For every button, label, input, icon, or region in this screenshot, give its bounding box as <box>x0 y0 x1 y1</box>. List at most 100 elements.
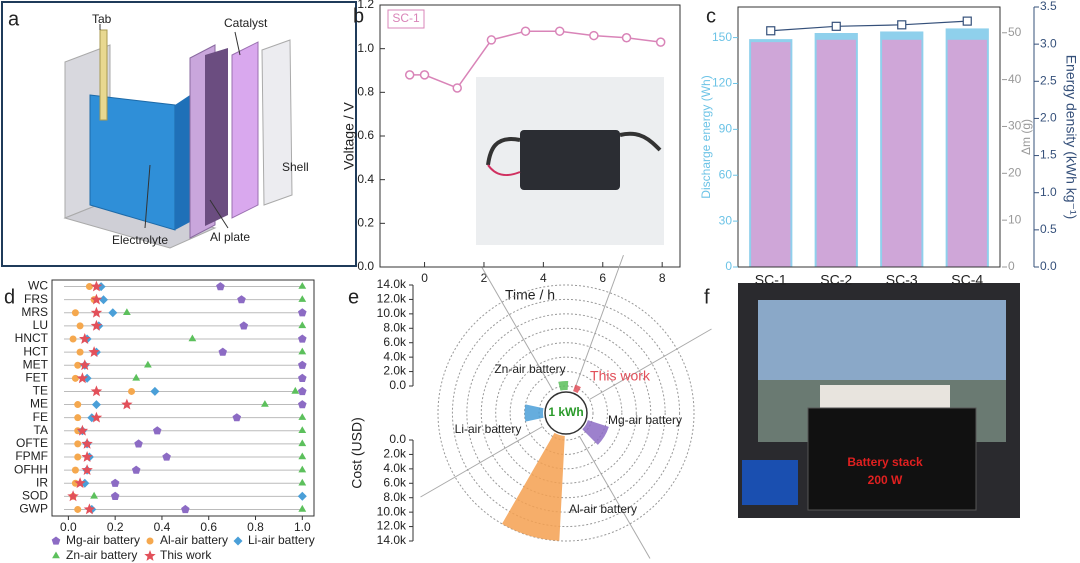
legend-label: Al-air battery <box>160 533 228 547</box>
point <box>452 83 462 93</box>
point <box>81 437 93 449</box>
line <box>770 20 968 32</box>
point <box>74 505 82 513</box>
legend-label: Mg-air battery <box>66 533 140 547</box>
point <box>76 424 89 436</box>
device-photo <box>520 130 620 190</box>
point <box>298 465 307 473</box>
point <box>897 20 907 30</box>
shell-panel <box>261 39 293 206</box>
y-tick-label: 150 <box>712 30 732 44</box>
point <box>962 16 972 26</box>
point <box>291 386 300 394</box>
category-label: TE <box>33 384 48 398</box>
legend-label: SC-1 <box>392 11 420 25</box>
radial-line <box>579 436 651 559</box>
point <box>90 293 103 305</box>
y2-tick-label: 3.5 <box>1040 0 1057 13</box>
point <box>90 306 103 318</box>
x-tick-label: 0.6 <box>200 520 217 534</box>
bar <box>947 39 987 268</box>
x-tick-label: SC-3 <box>886 272 918 288</box>
point <box>110 478 120 487</box>
x-tick-label: 2 <box>481 271 488 285</box>
bar <box>882 39 922 268</box>
point <box>74 401 82 409</box>
y-tick-label: 0 <box>725 259 732 273</box>
panel-letter: d <box>4 286 15 308</box>
cable-red <box>487 164 521 177</box>
x-tick-label: SC-4 <box>951 272 983 288</box>
legend-box <box>387 9 425 29</box>
legend-marker <box>233 536 243 546</box>
point <box>216 282 225 291</box>
x-axis-label: Time / h <box>505 287 555 303</box>
point <box>831 21 841 31</box>
center-label: 1 kWh <box>548 405 583 419</box>
axis-title: Energy density (kWh kg⁻¹) <box>1063 55 1079 220</box>
x-tick-label: 1.0 <box>294 520 311 534</box>
wedge <box>573 384 581 394</box>
y3-tick-label: 40 <box>1008 72 1022 86</box>
legend-marker <box>146 537 154 545</box>
radial-line <box>481 267 553 390</box>
point <box>99 295 108 305</box>
point <box>486 35 497 45</box>
ring <box>495 342 637 484</box>
point <box>237 295 246 304</box>
ring <box>480 327 652 499</box>
x-tick-label: 0.4 <box>154 520 171 534</box>
y3-tick-label: 50 <box>1008 25 1022 39</box>
electrolyte-side <box>175 95 190 230</box>
point <box>74 453 82 461</box>
legend-marker <box>52 551 60 559</box>
center <box>544 391 588 435</box>
point <box>108 308 118 318</box>
point <box>79 333 91 344</box>
point <box>298 386 307 396</box>
y-tick-label: 10.0k <box>377 504 407 518</box>
point <box>67 490 79 502</box>
y-tick-label: 6.0k <box>383 475 407 489</box>
category-label: LU <box>33 318 48 332</box>
y-tick-label: 120 <box>712 76 732 90</box>
point <box>298 439 307 447</box>
point <box>90 385 103 397</box>
wedge <box>524 404 544 422</box>
point <box>144 360 152 368</box>
legend-marker <box>51 536 61 545</box>
pointer <box>144 164 151 229</box>
y-tick-label: 0.8 <box>357 85 374 99</box>
bar <box>751 42 791 268</box>
point <box>554 26 565 36</box>
battery-stack <box>807 407 977 511</box>
point <box>298 400 307 409</box>
point <box>76 372 89 384</box>
point <box>74 440 82 448</box>
y-tick-label: 14.0k <box>377 277 407 291</box>
y-tick-label: 8.0k <box>383 490 407 504</box>
point <box>162 452 171 461</box>
category-label: IR <box>36 475 48 489</box>
wedge <box>558 380 569 391</box>
y2-tick-label: 2.5 <box>1040 73 1057 87</box>
y-tick-label: 8.0k <box>383 320 407 334</box>
photo-label: 200 W <box>868 473 903 487</box>
y-tick-label: 0.0 <box>389 432 406 446</box>
point <box>298 308 307 317</box>
y-tick-label: 14.0k <box>377 533 407 547</box>
point <box>74 361 82 369</box>
y3-tick-label: 0 <box>1008 259 1015 273</box>
y2-tick-label: 3.0 <box>1040 36 1057 50</box>
bar <box>816 39 856 268</box>
axis-title: Δm (g) <box>1019 119 1033 155</box>
point <box>74 477 86 489</box>
point <box>298 295 307 302</box>
category-label: MET <box>23 357 49 371</box>
point <box>298 282 307 289</box>
wedge <box>582 420 609 445</box>
ring <box>466 313 666 513</box>
point <box>110 491 120 500</box>
wedge <box>502 432 565 541</box>
point <box>298 334 307 343</box>
